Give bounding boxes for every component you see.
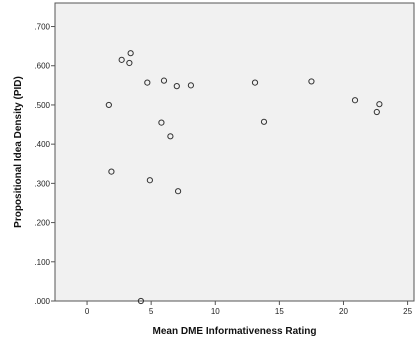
x-tick-label: 5	[149, 307, 154, 316]
y-tick-label: .300	[34, 179, 50, 188]
data-point	[187, 82, 195, 89]
x-tick-label: 25	[403, 307, 412, 316]
data-points	[105, 50, 383, 305]
y-tick-label: .600	[34, 62, 50, 71]
y-tick-label: .500	[34, 101, 50, 110]
data-point	[127, 50, 134, 57]
x-tick-label: 0	[85, 307, 90, 316]
data-point	[251, 79, 259, 86]
y-tick-label: .200	[34, 219, 50, 228]
y-axis-title: Propositional Idea Density (PID)	[13, 76, 24, 228]
data-point	[173, 83, 180, 90]
data-point	[160, 77, 168, 84]
data-point	[126, 59, 133, 67]
x-tick-label: 20	[339, 307, 348, 316]
data-point	[105, 101, 112, 109]
data-point	[308, 78, 315, 85]
y-axis: .000 .100 .200 .300 .400 .500 .600 .700	[34, 23, 55, 306]
data-point	[376, 101, 383, 108]
data-point	[174, 188, 182, 195]
data-point	[108, 168, 115, 175]
y-tick-label: .000	[34, 297, 50, 306]
x-axis-title: Mean DME Informativeness Rating	[153, 326, 317, 337]
y-tick-label: .700	[34, 23, 50, 32]
y-tick-label: .400	[34, 140, 50, 149]
data-point	[144, 79, 151, 86]
data-point	[118, 56, 125, 63]
x-tick-label: 15	[275, 307, 284, 316]
data-point	[158, 119, 165, 126]
data-point	[167, 133, 174, 140]
data-point	[146, 177, 153, 184]
data-point	[260, 118, 268, 125]
y-tick-label: .100	[34, 258, 50, 267]
data-point	[373, 108, 380, 116]
data-point	[137, 297, 145, 305]
x-tick-label: 10	[211, 307, 220, 316]
data-point	[351, 97, 359, 104]
plot-area	[54, 2, 415, 302]
x-axis: 0 5 10 15 20 25	[85, 301, 413, 316]
